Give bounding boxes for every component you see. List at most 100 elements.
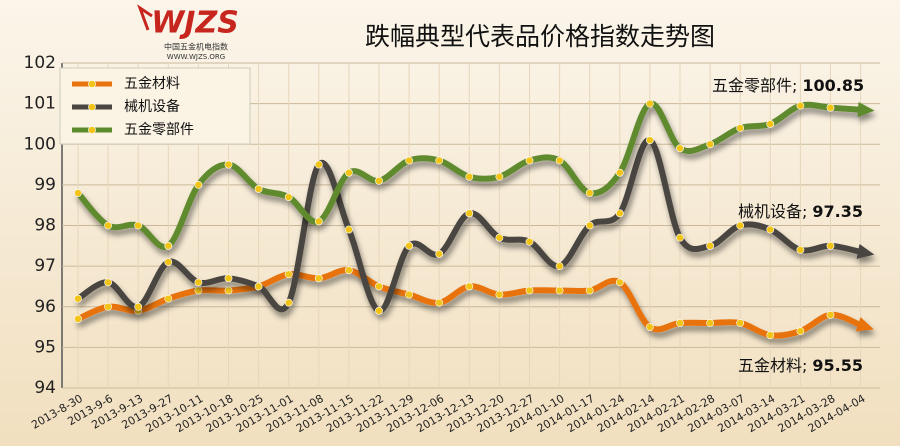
point: [224, 160, 233, 169]
legend-label: 五金零部件: [124, 122, 194, 138]
legend-label: 五金材料: [124, 76, 180, 92]
point: [405, 241, 413, 250]
point: [435, 156, 444, 165]
point: [555, 262, 564, 271]
logo-brand: WJZS: [151, 6, 239, 41]
annotation-value: 95.55: [812, 356, 863, 375]
point: [375, 306, 383, 315]
point: [585, 286, 594, 295]
point: [134, 221, 143, 230]
y-tick-label: 95: [34, 337, 56, 357]
point: [254, 282, 263, 291]
point: [766, 120, 775, 128]
point: [375, 282, 383, 291]
y-tick-label: 100: [24, 134, 56, 154]
point: [284, 193, 293, 201]
point: [435, 250, 444, 258]
point: [314, 160, 323, 169]
point: [194, 278, 203, 287]
point: [796, 245, 805, 254]
point: [826, 103, 835, 112]
point: [495, 290, 504, 299]
legend-dot: [88, 126, 96, 134]
point: [194, 180, 203, 189]
annotation: 五金材料; 95.55: [738, 356, 863, 375]
point: [284, 270, 293, 279]
annotation-value: 97.35: [812, 202, 863, 221]
point: [495, 233, 504, 242]
point: [736, 319, 745, 327]
point: [646, 99, 654, 108]
point: [646, 136, 654, 145]
point: [375, 176, 383, 185]
point: [284, 298, 293, 307]
point: [344, 225, 353, 234]
point: [435, 298, 444, 307]
annotation-label: 五金材料;: [738, 356, 807, 375]
point: [706, 319, 714, 327]
point: [826, 310, 835, 319]
point: [194, 286, 203, 295]
arrow-head: [856, 243, 875, 259]
annotation-value: 100.85: [802, 76, 864, 95]
point: [555, 156, 564, 165]
point: [585, 189, 594, 197]
legend-dot: [88, 80, 96, 88]
annotation-label: 五金零部件;: [712, 76, 797, 95]
logo-name: 中国五金机电指数: [164, 42, 228, 52]
point: [74, 294, 82, 303]
point: [254, 185, 263, 193]
point: [615, 168, 624, 177]
arrow-head: [857, 101, 875, 118]
point: [104, 302, 112, 311]
point: [676, 319, 684, 327]
y-tick-label: 97: [34, 256, 56, 276]
point: [525, 286, 534, 295]
point: [525, 237, 534, 246]
point: [164, 294, 173, 303]
point: [465, 282, 474, 291]
point: [465, 209, 474, 218]
point: [706, 140, 714, 149]
point: [525, 156, 534, 165]
point: [465, 172, 474, 181]
point: [646, 323, 654, 331]
annotation: 械机设备; 97.35: [738, 202, 863, 221]
chart-title: 跌幅典型代表品价格指数走势图: [365, 22, 715, 51]
point: [495, 172, 504, 181]
point: [766, 225, 775, 234]
point: [344, 266, 353, 275]
y-tick-label: 101: [24, 94, 56, 114]
logo-site: WWW.WJZS.ORG: [167, 53, 225, 61]
point: [615, 209, 624, 218]
point: [585, 221, 594, 230]
point: [555, 286, 564, 295]
point: [676, 144, 684, 153]
point: [766, 331, 775, 340]
y-tick-label: 98: [34, 216, 56, 236]
point: [736, 221, 745, 230]
point: [314, 274, 323, 283]
annotation-label: 械机设备;: [738, 202, 807, 221]
point: [676, 233, 684, 242]
point: [405, 290, 413, 299]
y-tick-label: 94: [34, 378, 56, 398]
annotation: 五金零部件; 100.85: [712, 76, 864, 95]
point: [826, 241, 835, 250]
series: [75, 137, 875, 314]
point: [74, 315, 82, 323]
point: [224, 286, 233, 295]
point: [405, 156, 413, 165]
point: [796, 327, 805, 336]
point: [314, 217, 323, 226]
y-tick-label: 102: [24, 53, 56, 73]
point: [736, 124, 745, 132]
point: [224, 274, 233, 283]
point: [164, 241, 173, 250]
y-tick-label: 99: [34, 175, 56, 195]
arrow-head: [855, 317, 874, 332]
line: [75, 137, 864, 314]
point: [344, 168, 353, 177]
